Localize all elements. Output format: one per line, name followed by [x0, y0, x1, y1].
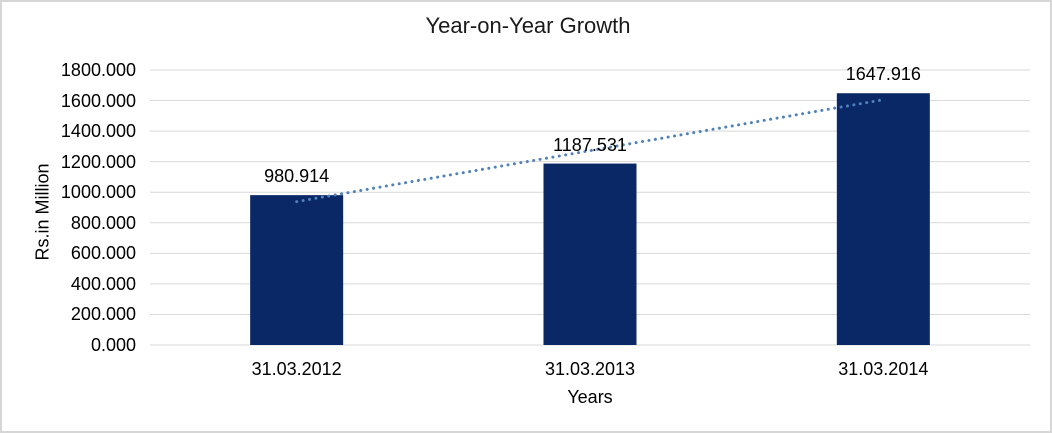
- bar-data-label: 1647.916: [845, 64, 921, 85]
- y-tick-label: 1200.000: [60, 151, 136, 172]
- bar: [250, 195, 344, 345]
- y-tick-label: 0.000: [90, 335, 136, 355]
- y-tick-label: 200.000: [70, 304, 136, 325]
- chart-title: Year-on-Year Growth: [425, 13, 631, 38]
- x-axis-title: Years: [567, 387, 613, 407]
- x-tick-label: 31.03.2013: [544, 359, 636, 379]
- y-tick-label: 800.000: [70, 212, 136, 233]
- bar: [543, 163, 637, 345]
- bar: [836, 93, 930, 346]
- bar-data-label: 1187.531: [553, 134, 627, 155]
- x-tick-label: 31.03.2012: [251, 359, 342, 379]
- y-tick-label: 1400.000: [60, 121, 136, 142]
- y-tick-label: 600.000: [70, 243, 136, 264]
- y-tick-label: 1000.000: [60, 182, 136, 203]
- bar-data-label: 980.914: [264, 166, 330, 187]
- trendline: [295, 98, 885, 204]
- y-tick-label: 1800.000: [60, 60, 136, 80]
- y-tick-label: 400.000: [70, 273, 136, 294]
- x-tick-label: 31.03.2014: [838, 359, 929, 379]
- y-tick-label: 1600.000: [60, 90, 136, 111]
